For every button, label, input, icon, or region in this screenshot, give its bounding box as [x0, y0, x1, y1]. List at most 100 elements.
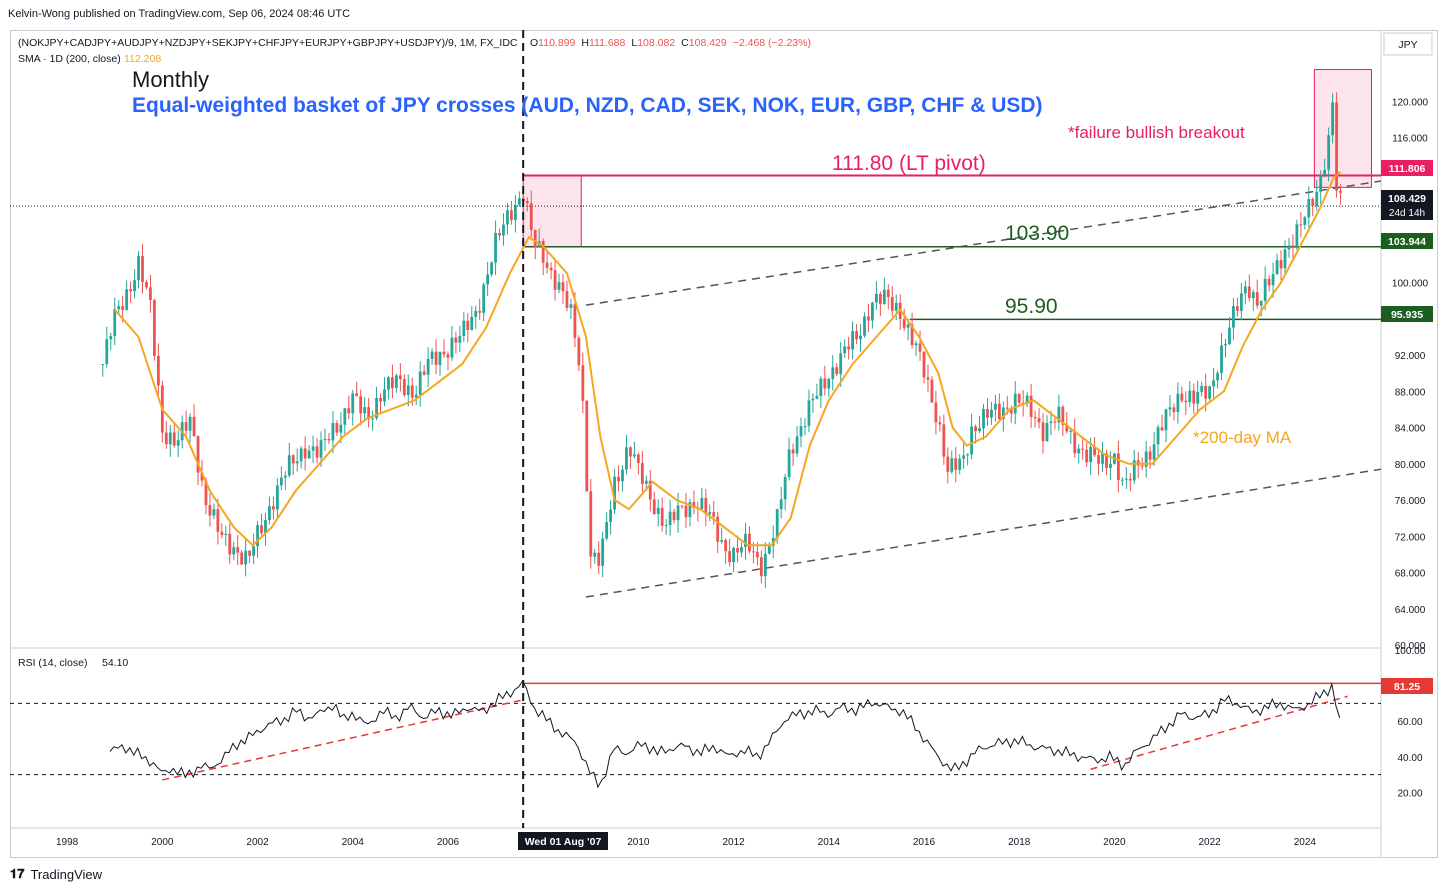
- candle-body: [462, 320, 466, 337]
- svg-text:95.935: 95.935: [1391, 309, 1423, 321]
- candle-body: [1188, 390, 1192, 403]
- svg-text:111.806: 111.806: [1389, 163, 1426, 175]
- candle-body: [414, 394, 418, 398]
- tradingview-logo-text: TradingView: [30, 866, 103, 882]
- time-tick-label: 2000: [151, 837, 174, 848]
- candle-body: [1220, 345, 1223, 373]
- candle-body: [1172, 407, 1176, 413]
- candle-body: [1105, 453, 1108, 468]
- candle-body: [216, 509, 220, 532]
- rsi-label[interactable]: RSI (14, close): [18, 657, 87, 669]
- rsi-pane[interactable]: [10, 680, 1381, 789]
- candle-body: [561, 282, 565, 292]
- candle-body: [728, 551, 732, 563]
- candle-body: [1124, 478, 1128, 480]
- candle-body: [240, 552, 244, 565]
- support1-annotation: 103.90: [1005, 222, 1069, 245]
- candle-body: [1049, 421, 1053, 424]
- candle-body: [886, 289, 890, 297]
- candle-body: [311, 446, 315, 451]
- candle-body: [1081, 448, 1085, 450]
- candle-body: [997, 403, 1001, 420]
- pivot-annotation: 111.80 (LT pivot): [832, 152, 986, 175]
- pivot-price-badge: 111.806: [1381, 160, 1433, 176]
- candle-body: [248, 550, 252, 556]
- rsi-trendline: [162, 699, 524, 781]
- candle-body: [982, 409, 985, 429]
- candle-body: [343, 408, 347, 425]
- candle-body: [486, 274, 490, 285]
- candle-body: [438, 351, 442, 365]
- candle-body: [644, 480, 648, 484]
- candle-body: [791, 449, 795, 454]
- channel-upper-line: [585, 180, 1382, 306]
- chart-frame[interactable]: [10, 30, 1438, 858]
- highlight-box: [522, 175, 582, 248]
- time-tick-label: 2012: [722, 837, 745, 848]
- crosshair-date-label: Wed 01 Aug '07: [518, 832, 608, 850]
- price-tick-label: 60.000: [1395, 641, 1426, 652]
- ohlc-key: C: [681, 37, 689, 49]
- candle-body: [704, 497, 708, 515]
- symbol-text[interactable]: (NOKJPY+CADJPY+AUDJPY+NZDJPY+SEKJPY+CHFJ…: [18, 37, 518, 49]
- candle-body: [113, 309, 117, 337]
- candle-body: [394, 375, 398, 389]
- candle-body: [946, 456, 950, 472]
- candle-body: [466, 320, 470, 330]
- candle-body: [331, 423, 335, 441]
- candle-body: [871, 302, 874, 321]
- candle-body: [256, 525, 259, 547]
- sma-label[interactable]: SMA · 1D (200, close): [18, 53, 121, 65]
- candle-body: [502, 224, 505, 236]
- price-pane[interactable]: [10, 30, 1382, 828]
- candle-body: [1243, 286, 1247, 294]
- candle-body: [371, 418, 374, 420]
- candle-body: [1228, 327, 1231, 345]
- rsi-resistance-badge: 81.25: [1381, 678, 1433, 694]
- tradingview-logo[interactable]: 𝟏𝟕 TradingView: [10, 866, 102, 882]
- candle-body: [1152, 444, 1156, 460]
- candle-body: [684, 505, 688, 518]
- support2-annotation: 95.90: [1005, 295, 1058, 318]
- candle-body: [934, 402, 938, 423]
- candle-body: [145, 281, 148, 288]
- candle-body: [474, 310, 478, 317]
- candle-body: [775, 509, 779, 538]
- candle-body: [759, 557, 763, 577]
- candle-body: [1339, 190, 1342, 193]
- time-tick-label: 2016: [913, 837, 936, 848]
- candle-body: [1239, 293, 1243, 311]
- candle-body: [1168, 407, 1172, 410]
- candle-body: [272, 506, 275, 510]
- ohlc-key: H: [581, 37, 589, 49]
- candle-body: [152, 300, 156, 356]
- candle-body: [799, 426, 803, 437]
- candle-body: [410, 385, 414, 398]
- currency-box[interactable]: [1383, 32, 1433, 56]
- candle-body: [454, 337, 458, 343]
- candle-body: [1331, 102, 1335, 136]
- candle-body: [1247, 286, 1251, 299]
- candle-body: [974, 426, 977, 432]
- candle-body: [1267, 278, 1271, 286]
- candle-body: [307, 450, 311, 459]
- candle-body: [315, 446, 319, 458]
- candle-body: [430, 351, 434, 359]
- candle-body: [1073, 430, 1077, 454]
- price-tick-label: 88.000: [1395, 387, 1426, 398]
- candle-body: [640, 463, 644, 484]
- candle-body: [260, 525, 263, 534]
- candle-body: [585, 400, 589, 492]
- candle-body: [133, 280, 136, 292]
- svg-text:81.25: 81.25: [1394, 681, 1420, 693]
- candle-body: [783, 476, 787, 500]
- time-tick-label: 1998: [56, 837, 79, 848]
- candle-body: [252, 546, 255, 556]
- candle-body: [827, 378, 831, 389]
- candle-body: [874, 293, 878, 303]
- candle-body: [1299, 224, 1303, 226]
- rsi-tick-label: 100.00: [1395, 646, 1426, 657]
- candle-body: [914, 343, 918, 346]
- candle-body: [510, 210, 513, 220]
